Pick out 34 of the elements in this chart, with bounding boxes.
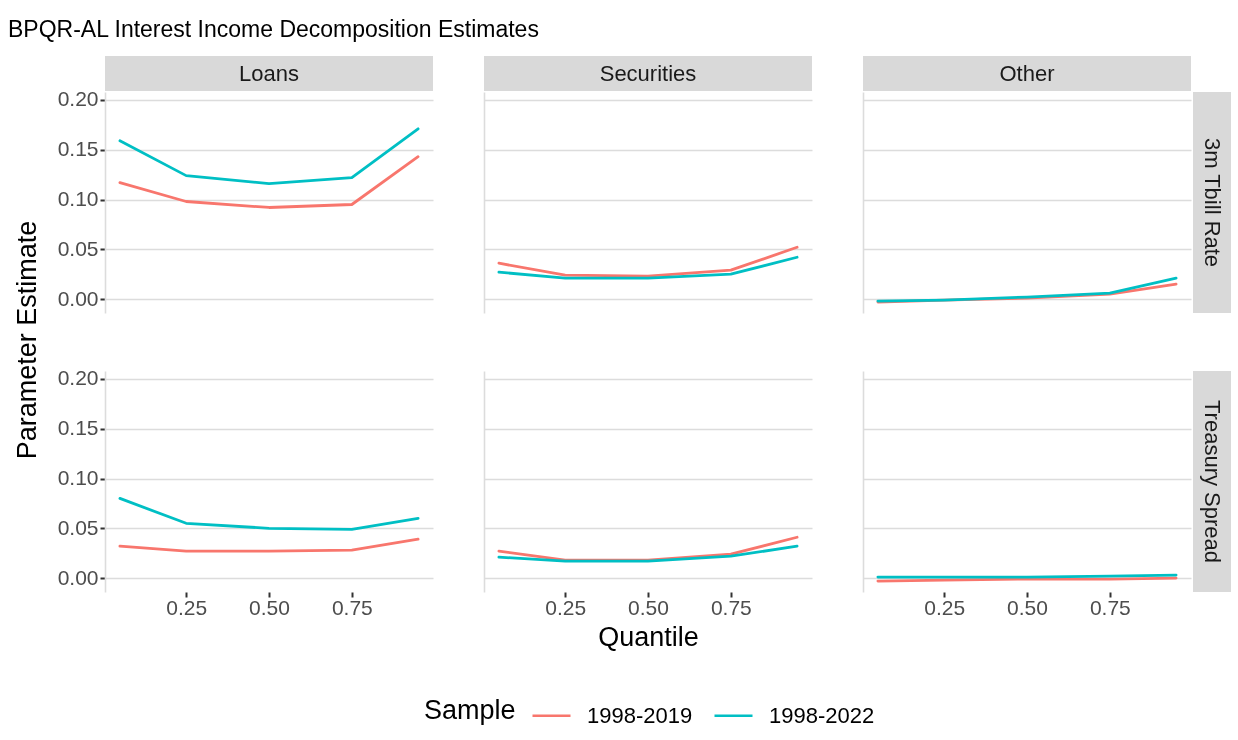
y-tick-label: 0.20 <box>57 87 99 111</box>
x-tick-label: 0.50 <box>628 595 669 619</box>
legend-label: 1998-2019 <box>587 702 693 728</box>
line-series <box>118 497 420 531</box>
x-tick-label: 0.50 <box>249 595 290 619</box>
y-tick-label: 0.05 <box>57 236 99 260</box>
x-tick-label: 0.75 <box>710 595 752 619</box>
y-tick-label: 0.00 <box>57 565 99 589</box>
x-tick-label: 0.25 <box>166 595 208 619</box>
chart-title: BPQR-AL Interest Income Decomposition Estimates <box>8 16 539 42</box>
line-series <box>118 537 420 553</box>
chart-subtitle: Other <box>999 60 1055 86</box>
y2-axis-title: 3m Tbill Rate <box>1200 137 1225 268</box>
y-tick-label: 0.00 <box>57 286 99 310</box>
x-tick-label: 0.25 <box>545 595 587 619</box>
x-tick-label: 0.75 <box>1089 595 1131 619</box>
line-series <box>118 127 420 185</box>
x-tick-label: 0.75 <box>331 595 373 619</box>
y-tick-label: 0.15 <box>57 416 99 440</box>
chart-subtitle: Securities <box>599 60 697 86</box>
x-axis-title: Quantile <box>598 621 699 652</box>
y-tick-label: 0.20 <box>57 366 99 390</box>
legend-label: 1998-2022 <box>769 702 875 728</box>
y-axis-title: Parameter Estimate <box>12 220 42 460</box>
x-tick-label: 0.25 <box>924 595 966 619</box>
chart-subtitle: Loans <box>239 60 299 86</box>
y-tick-label: 0.05 <box>57 515 99 539</box>
line-series <box>118 155 420 209</box>
x-tick-label: 0.50 <box>1007 595 1048 619</box>
y-tick-label: 0.15 <box>57 137 99 161</box>
y-tick-label: 0.10 <box>57 466 99 490</box>
y-tick-label: 0.10 <box>57 187 99 211</box>
y2-axis-title: Treasury Spread <box>1200 399 1225 564</box>
legend-title: Sample <box>424 695 516 725</box>
